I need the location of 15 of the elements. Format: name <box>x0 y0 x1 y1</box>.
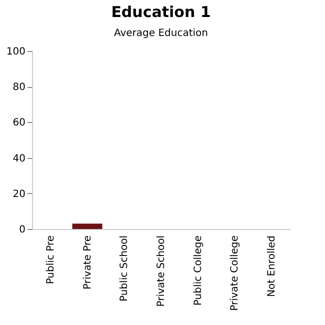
x-tick-label: Private Pre <box>82 236 94 290</box>
x-tick-label: Not Enrolled <box>266 236 278 297</box>
y-tick-label: 20 <box>12 188 26 200</box>
y-tick-label: 0 <box>19 224 26 236</box>
chart-subtitle: Average Education <box>114 28 208 39</box>
y-tick-label: 60 <box>12 118 26 129</box>
x-tick-label: Public College <box>192 236 204 306</box>
x-tick-label: Private School <box>156 236 167 307</box>
y-tick-label: 80 <box>12 82 26 94</box>
x-tick-label: Public Pre <box>45 236 56 284</box>
chart-title: Education 1 <box>111 3 211 21</box>
x-tick-label: Private College <box>230 236 241 311</box>
y-tick-label: 100 <box>6 46 26 58</box>
x-tick-label: Public School <box>119 236 130 302</box>
y-tick-label: 40 <box>12 153 26 164</box>
